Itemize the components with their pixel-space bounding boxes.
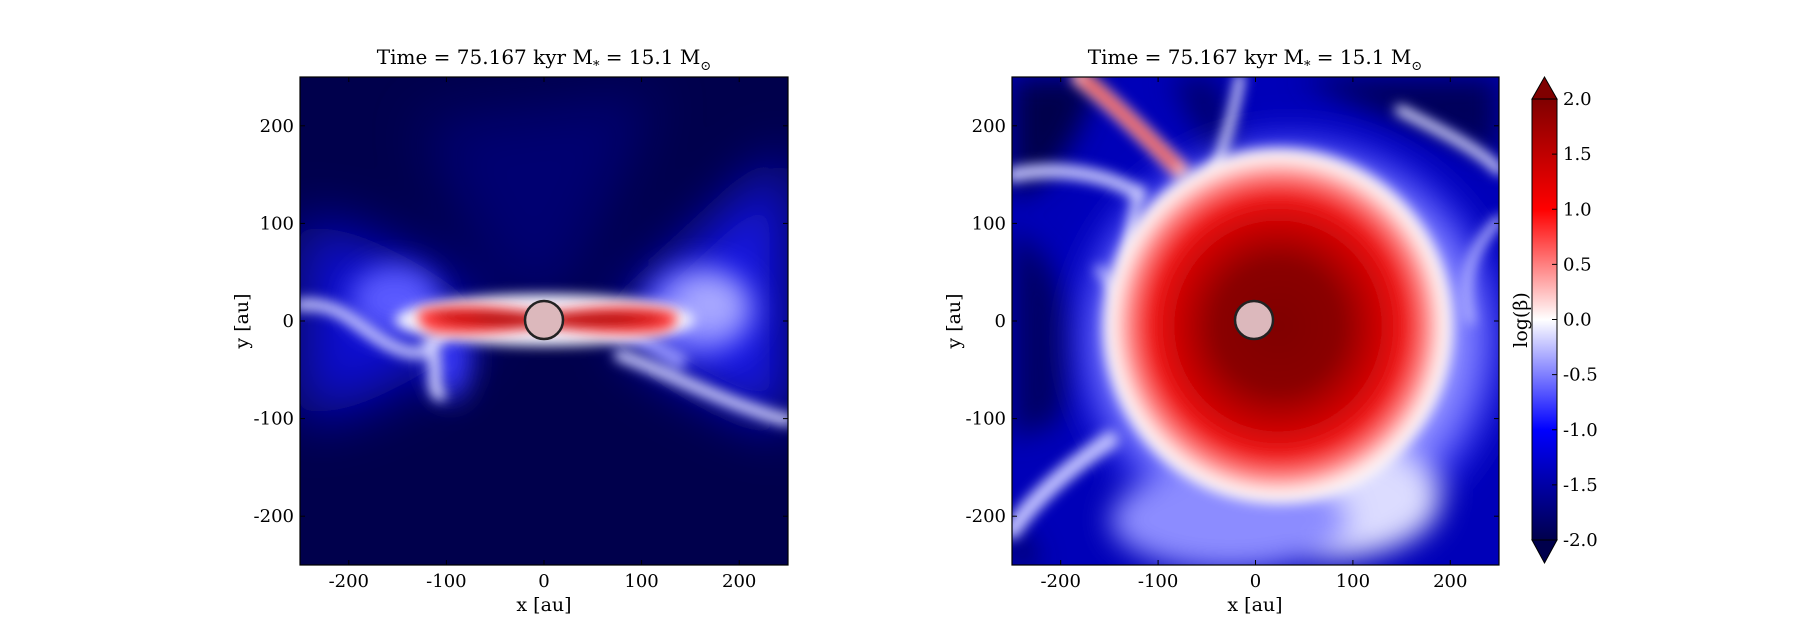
colorbar-tick-label: 0.0	[1563, 310, 1592, 331]
colorbar-tick-label: 0.5	[1563, 254, 1592, 275]
colorbar-ticks: 2.0 1.5 1.0 0.5 0.0 -0.5 -1.0 -1.5 -2.0	[1552, 89, 1598, 551]
colorbar-tick-label: -1.0	[1563, 420, 1598, 441]
right-xlabel: x [au]	[1227, 594, 1282, 616]
left-panel: -200 -100 0 100 200 -200 -100 0 100 200 Time = 75…	[231, 45, 789, 616]
colorbar-extend-min	[1531, 539, 1558, 565]
right-ytick-label: -100	[966, 409, 1006, 430]
right-xtick-label: 200	[1433, 571, 1467, 592]
right-star-marker	[1233, 299, 1275, 341]
left-star-marker	[523, 299, 565, 341]
colorbar-tick-label: 1.5	[1563, 144, 1592, 165]
right-title: Time = 75.167 kyr M* = 15.1 M⊙	[1088, 45, 1422, 74]
left-xtick-label: 200	[722, 571, 756, 592]
right-panel: -200 -100 0 100 200 -200 -100 0 100 200 Time = 75…	[943, 45, 1500, 616]
colorbar-tick-label: -1.5	[1563, 475, 1598, 496]
right-ytick-label: 100	[972, 213, 1006, 234]
left-ytick-label: 200	[260, 116, 294, 137]
colorbar-tick-label: 2.0	[1563, 89, 1592, 110]
colorbar-tick-label: 1.0	[1563, 199, 1592, 220]
left-title: Time = 75.167 kyr M* = 15.1 M⊙	[377, 45, 711, 74]
left-xtick-label: -100	[426, 571, 466, 592]
left-ytick-label: -100	[254, 409, 294, 430]
right-ticks: -200 -100 0 100 200 -200 -100 0 100 200	[966, 77, 1499, 592]
left-ytick-label: 100	[260, 213, 294, 234]
colorbar-tick-label: -2.0	[1563, 530, 1598, 551]
right-xtick-label: -100	[1138, 571, 1178, 592]
right-xtick-label: 100	[1336, 571, 1370, 592]
left-xtick-label: 100	[624, 571, 658, 592]
left-xlabel: x [au]	[516, 594, 571, 616]
right-ytick-label: 200	[972, 116, 1006, 137]
left-xtick-label: -200	[329, 571, 369, 592]
right-xtick-label: 0	[1250, 571, 1261, 592]
left-ytick-label: 0	[283, 311, 294, 332]
left-xtick-label: 0	[538, 571, 549, 592]
colorbar: 2.0 1.5 1.0 0.5 0.0 -0.5 -1.0 -1.5 -2.0 log(β)	[1510, 75, 1598, 565]
left-heatmap	[300, 77, 788, 565]
right-xtick-label: -200	[1040, 571, 1080, 592]
right-ytick-label: -200	[966, 506, 1006, 527]
right-ylabel: y [au]	[943, 293, 965, 349]
right-heatmap	[1012, 77, 1499, 565]
colorbar-label: log(β)	[1510, 292, 1532, 348]
left-ticks: -200 -100 0 100 200 -200 -100 0 100 200	[254, 77, 788, 592]
left-ylabel: y [au]	[231, 293, 253, 349]
colorbar-extend-max	[1531, 75, 1558, 100]
right-ytick-label: 0	[995, 311, 1006, 332]
left-ytick-label: -200	[254, 506, 294, 527]
colorbar-tick-label: -0.5	[1563, 365, 1598, 386]
